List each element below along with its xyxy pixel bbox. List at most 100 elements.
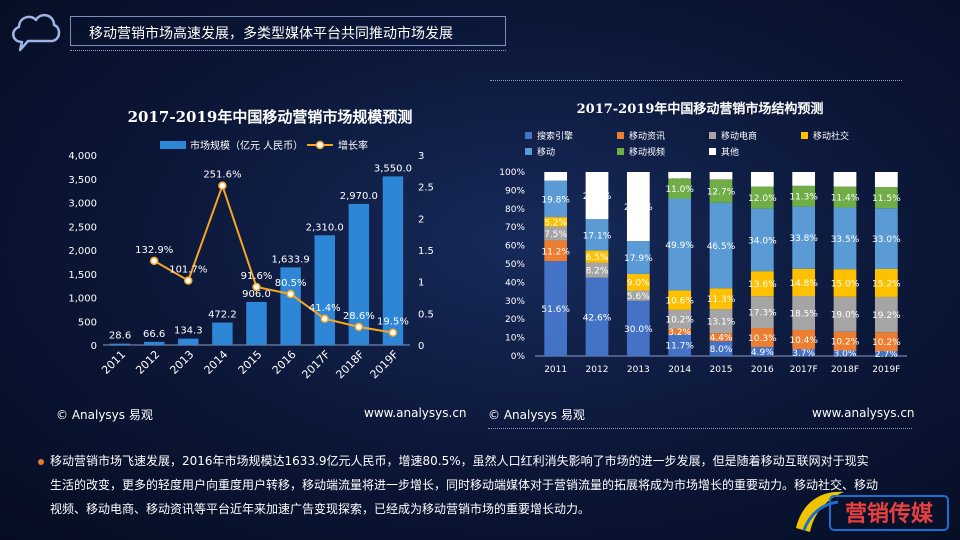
brand-logo: 营销传媒 bbox=[796, 491, 949, 532]
segment-label: 3.0% bbox=[834, 350, 857, 360]
y-tick: 100% bbox=[499, 168, 525, 178]
x-tick-label: 2017F bbox=[299, 348, 332, 381]
growth-label: 28.6% bbox=[343, 311, 375, 322]
stack-segment bbox=[792, 330, 816, 350]
y-tick-left: 0 bbox=[91, 341, 97, 352]
segment-label: 3.8% bbox=[668, 172, 691, 182]
y-tick-left: 2,000 bbox=[68, 246, 97, 257]
left-chart-title: 2017-2019年中国移动营销市场规模预测 bbox=[127, 108, 413, 126]
y-tick: 60% bbox=[505, 242, 525, 252]
bar bbox=[109, 343, 131, 345]
growth-point bbox=[286, 289, 295, 299]
x-tick-label: 2019F bbox=[872, 365, 900, 375]
x-tick-label: 2011 bbox=[99, 348, 128, 377]
segment-label: 10.4% bbox=[789, 336, 818, 346]
stack-segment bbox=[626, 300, 650, 356]
bar bbox=[178, 338, 199, 345]
segment-label: 3.2% bbox=[668, 328, 691, 338]
stack-segment bbox=[709, 179, 733, 203]
stack-segment bbox=[750, 296, 774, 329]
segment-label: 51.6% bbox=[541, 305, 570, 315]
segment-label: 11.2% bbox=[541, 247, 570, 257]
stack-segment bbox=[709, 202, 733, 289]
x-tick-label: 2018F bbox=[831, 365, 859, 375]
stack-segment bbox=[585, 262, 609, 278]
growth-label: 41.4% bbox=[309, 303, 341, 314]
segment-label: 49.9% bbox=[665, 241, 694, 251]
y-tick-left: 2,500 bbox=[68, 222, 97, 233]
segment-label: 33.8% bbox=[789, 234, 818, 244]
bar-label: 3,550.0 bbox=[374, 163, 412, 174]
cloud-chat-icon bbox=[12, 13, 61, 52]
segment-label: 9.0% bbox=[627, 279, 650, 289]
bar-label: 906.0 bbox=[242, 289, 271, 300]
legend-label: 移动资讯 bbox=[629, 130, 665, 142]
stack-segment bbox=[874, 172, 898, 188]
segment-label: 11.3% bbox=[789, 193, 818, 203]
segment-label: 5.2% bbox=[544, 218, 567, 228]
stack-segment bbox=[585, 250, 609, 263]
x-tick-label: 2018F bbox=[333, 348, 366, 381]
stack-segment bbox=[585, 219, 609, 251]
y-tick-right: 3 bbox=[418, 151, 424, 162]
legend-marker bbox=[315, 140, 325, 150]
legend-swatch bbox=[709, 148, 716, 155]
stack-segment bbox=[874, 208, 898, 269]
y-tick: 50% bbox=[505, 260, 525, 270]
segment-label: 8.0% bbox=[710, 345, 733, 355]
segment-label: 10.2% bbox=[831, 338, 860, 348]
segment-label: 15.2% bbox=[872, 279, 901, 289]
segment-label: 10.6% bbox=[665, 297, 694, 307]
segment-label: 7.8% bbox=[751, 176, 774, 186]
stack-segment bbox=[709, 172, 733, 180]
stack-segment bbox=[792, 296, 816, 331]
growth-point bbox=[252, 282, 261, 292]
bar-label: 2,970.0 bbox=[340, 191, 378, 202]
stack-segment bbox=[709, 341, 733, 356]
stack-segment bbox=[709, 333, 733, 342]
segment-label: 10.3% bbox=[748, 334, 777, 344]
segment-label: 17.1% bbox=[583, 231, 612, 241]
stack-segment bbox=[792, 185, 816, 207]
segment-label: 11.7% bbox=[665, 342, 694, 352]
segment-label: 19.0% bbox=[831, 311, 860, 321]
y-tick-left: 500 bbox=[78, 317, 97, 328]
bar-label: 28.6 bbox=[109, 331, 131, 342]
legend-label: 移动社交 bbox=[813, 130, 849, 142]
y-tick-right: 1 bbox=[418, 278, 424, 289]
segment-label: 4.4% bbox=[710, 334, 733, 344]
bar bbox=[382, 176, 404, 345]
growth-label: 80.5% bbox=[275, 278, 307, 289]
segment-label: 10.2% bbox=[872, 338, 901, 348]
growth-point bbox=[388, 328, 398, 337]
legend-swatch bbox=[525, 132, 532, 139]
right-copyright: © Analysys 易观 bbox=[488, 408, 585, 422]
y-tick: 0% bbox=[511, 352, 526, 362]
stack-segment bbox=[668, 198, 692, 291]
legend-swatch bbox=[801, 132, 808, 139]
legend-label: 移动视频 bbox=[629, 146, 665, 158]
right-url[interactable]: www.analysys.cn bbox=[812, 406, 915, 420]
stack-segment bbox=[833, 296, 857, 332]
growth-point bbox=[320, 314, 329, 324]
y-tick-right: 1.5 bbox=[418, 246, 434, 257]
x-tick-label: 2016 bbox=[751, 365, 774, 375]
left-legend: 市场规模（亿元 人民币） 增长率 bbox=[160, 139, 368, 152]
left-url[interactable]: www.analysys.cn bbox=[364, 406, 467, 420]
stack-segment bbox=[544, 217, 568, 227]
growth-point bbox=[149, 256, 159, 266]
segment-label: 30.0% bbox=[624, 325, 653, 335]
x-tick-label: 2014 bbox=[668, 365, 691, 375]
legend-label: 增长率 bbox=[338, 139, 368, 152]
stack-segment bbox=[750, 208, 774, 272]
stack-segment bbox=[874, 332, 898, 352]
y-tick-right: 2.5 bbox=[418, 183, 434, 194]
legend-label: 市场规模（亿元 人民币） bbox=[190, 139, 303, 152]
legend-swatch bbox=[617, 148, 624, 155]
legend-swatch bbox=[709, 132, 716, 139]
stack-segment bbox=[668, 309, 692, 329]
growth-line bbox=[153, 182, 394, 334]
right-chart-title: 2017-2019年中国移动营销市场结构预测 bbox=[576, 102, 824, 117]
segment-label: 46.5% bbox=[707, 242, 736, 252]
y-tick-right: 2 bbox=[418, 214, 424, 225]
